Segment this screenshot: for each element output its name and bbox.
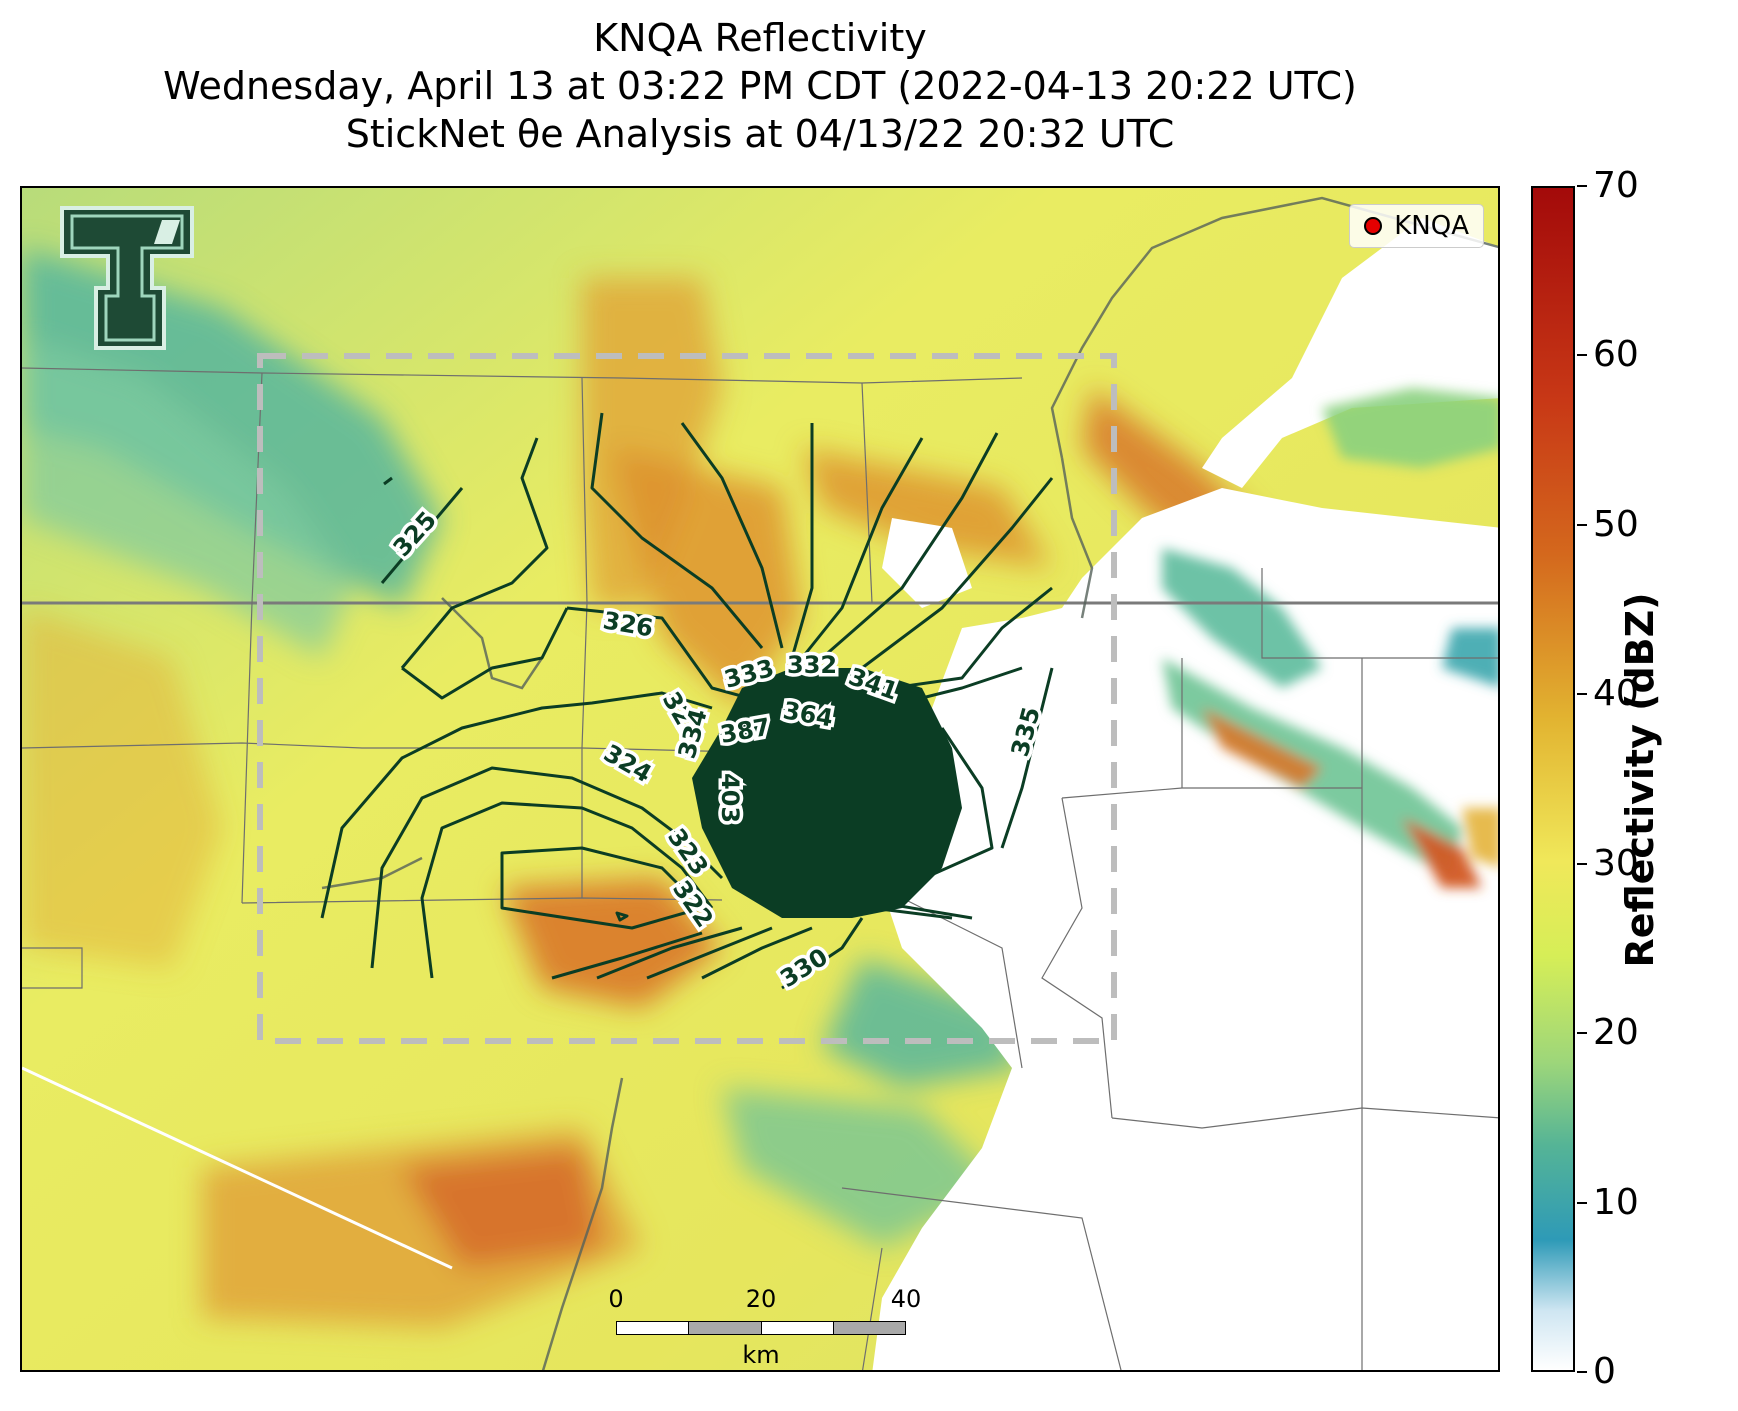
contour-330a — [551, 931, 703, 980]
scale-bar — [556, 188, 856, 252]
colorbar-tick-mark — [1577, 1032, 1587, 1035]
contour-330 — [781, 917, 864, 990]
contour-328 — [680, 422, 784, 649]
contour-331 — [800, 437, 924, 659]
texas-tech-logo — [60, 206, 194, 350]
scale-unit: km — [742, 1341, 780, 1369]
scale-segment — [833, 1321, 906, 1335]
contour-345 — [921, 666, 1023, 700]
contour-short — [383, 476, 393, 486]
contour-341 — [891, 586, 1053, 690]
scale-tick-20: 20 — [745, 1285, 777, 1313]
reflectivity-blobs — [22, 248, 1282, 1328]
colorbar-tick-label: 10 — [1593, 1181, 1639, 1223]
contour-332 — [821, 432, 999, 660]
county-lines — [22, 367, 1498, 1370]
scale-tick-40: 40 — [890, 1285, 922, 1313]
colorbar: 0 10 20 30 40 50 60 70 — [1531, 168, 1639, 1390]
contour-330b — [596, 926, 743, 980]
map-canvas: 325 326 327 333 332 341 364 387 334 324 … — [22, 188, 1498, 1370]
colorbar-tick-mark — [1577, 1371, 1587, 1373]
contour-336 — [861, 477, 1054, 670]
contour-329 — [790, 423, 814, 659]
contour-330d — [701, 926, 813, 980]
scale-segment — [616, 1321, 689, 1335]
colorbar-tick-label: 20 — [1593, 1012, 1639, 1054]
map-legend: KNQA — [1349, 204, 1484, 248]
contour-small — [615, 911, 629, 922]
contour-322 — [420, 801, 714, 979]
contour-327a — [400, 437, 549, 669]
contour-325 — [380, 487, 464, 584]
colorbar-title: Reflectivity (dBZ) — [1618, 592, 1662, 968]
title-line-2: Wednesday, April 13 at 03:22 PM CDT (202… — [163, 64, 1357, 108]
colorbar-tick-label: 40 — [1593, 673, 1639, 715]
rivers — [321, 196, 1498, 1370]
figure-title: KNQA Reflectivity Wednesday, April 13 at… — [0, 14, 1520, 158]
contour-324 — [320, 691, 713, 919]
colorbar-tick-label: 70 — [1593, 165, 1639, 206]
colorbar-tick-mark — [1577, 185, 1587, 187]
distance-scale: 0 20 40 km — [608, 1285, 921, 1369]
colorbar-gradient — [1531, 186, 1575, 1372]
colorbar-tick-label: 60 — [1593, 334, 1639, 376]
colorbar-tick-label: 30 — [1593, 842, 1639, 884]
contour-335 — [1000, 667, 1054, 849]
title-line-1: KNQA Reflectivity — [593, 16, 927, 60]
boundary-white-line — [22, 1066, 453, 1270]
colorbar-tick-mark — [1577, 1201, 1587, 1204]
contour-label-332: 332 — [787, 651, 837, 679]
title-line-3: StickNet θe Analysis at 04/13/22 20:32 U… — [345, 112, 1175, 156]
analysis-domain-box — [257, 353, 1117, 1044]
scale-segment — [688, 1321, 762, 1335]
colorbar-tick-mark — [1577, 693, 1587, 696]
contour-east-3 — [901, 727, 994, 890]
radar-map[interactable]: 325 326 327 333 332 341 364 387 334 324 … — [20, 186, 1500, 1372]
legend-label: KNQA — [1394, 211, 1469, 241]
dense-contour-core — [692, 668, 962, 918]
colorbar-tick-mark — [1577, 354, 1587, 357]
contour-closed-322 — [500, 846, 704, 930]
contour-label-326: 326 — [601, 606, 655, 642]
contour-323 — [370, 766, 724, 969]
contour-330c — [646, 926, 773, 980]
contour-326 — [401, 607, 569, 700]
colorbar-tick-mark — [1577, 523, 1587, 526]
radar-site-marker-icon — [1364, 217, 1383, 235]
contour-label-403: 403 — [716, 773, 744, 823]
theta-e-contours — [320, 412, 1054, 990]
colorbar-tick-label: 50 — [1593, 503, 1639, 545]
scale-segment — [761, 1321, 834, 1335]
eastern-storm-cells — [1162, 388, 1498, 888]
colorbar-tick-mark — [1577, 862, 1587, 865]
contour-327b — [590, 412, 764, 649]
colorbar-tick-label: 0 — [1593, 1351, 1616, 1392]
scale-tick-0: 0 — [608, 1285, 624, 1313]
